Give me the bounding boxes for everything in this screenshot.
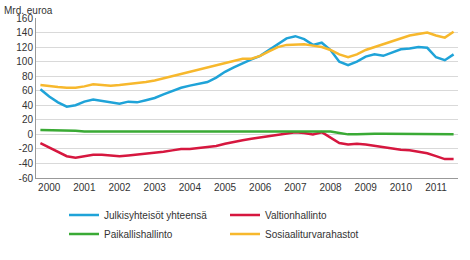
svg-text:-60: -60 — [19, 173, 34, 184]
svg-text:2000: 2000 — [38, 182, 61, 193]
svg-text:60: 60 — [22, 85, 34, 96]
svg-text:20: 20 — [22, 114, 34, 125]
svg-text:2005: 2005 — [214, 182, 237, 193]
svg-text:Sosiaaliturvarahastot: Sosiaaliturvarahastot — [265, 229, 359, 240]
svg-text:2008: 2008 — [319, 182, 342, 193]
svg-text:2002: 2002 — [108, 182, 131, 193]
svg-text:2010: 2010 — [390, 182, 413, 193]
svg-text:140: 140 — [16, 27, 33, 38]
svg-text:100: 100 — [16, 56, 33, 67]
svg-text:Paikallishallinto: Paikallishallinto — [104, 229, 173, 240]
svg-text:40: 40 — [22, 100, 34, 111]
svg-text:-40: -40 — [19, 158, 34, 169]
svg-text:Valtionhallinto: Valtionhallinto — [265, 210, 327, 221]
svg-text:2007: 2007 — [284, 182, 307, 193]
svg-text:2004: 2004 — [179, 182, 202, 193]
svg-text:2001: 2001 — [73, 182, 96, 193]
svg-text:2009: 2009 — [355, 182, 378, 193]
svg-text:80: 80 — [22, 71, 34, 82]
svg-text:2003: 2003 — [144, 182, 167, 193]
svg-text:Mrd. euroa: Mrd. euroa — [4, 5, 53, 16]
svg-text:2011: 2011 — [425, 182, 447, 193]
svg-text:120: 120 — [16, 42, 33, 53]
svg-text:0: 0 — [27, 129, 33, 140]
svg-text:2006: 2006 — [249, 182, 272, 193]
svg-text:-20: -20 — [19, 143, 34, 154]
svg-text:Julkisyhteisöt yhteensä: Julkisyhteisöt yhteensä — [104, 210, 207, 221]
svg-text:160: 160 — [16, 13, 33, 24]
